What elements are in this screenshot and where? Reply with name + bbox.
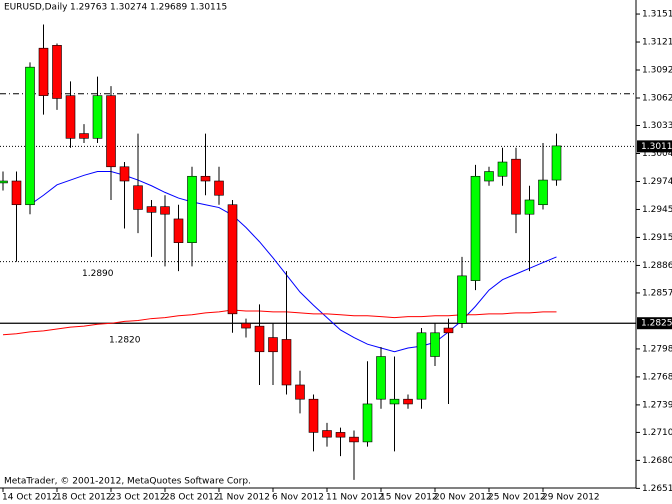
candle-body xyxy=(52,45,62,99)
candle-body xyxy=(92,95,103,139)
candle-body xyxy=(470,175,481,281)
candle-body xyxy=(11,180,22,206)
level-label: 1.2890 xyxy=(82,269,114,279)
y-tick-label: 1.29155 xyxy=(642,233,672,243)
x-tick-label: 28 Oct 2012 xyxy=(164,493,220,503)
x-tick-label: 20 Nov 2012 xyxy=(434,493,492,503)
y-tick-label: 1.31215 xyxy=(642,38,672,48)
x-tick-label: 25 Nov 2012 xyxy=(488,493,546,503)
candle-body xyxy=(416,332,427,400)
price-mark-box xyxy=(637,317,672,330)
candle-body xyxy=(484,171,494,182)
y-tick-label: 1.29745 xyxy=(642,177,672,187)
candle-body xyxy=(268,337,278,353)
header-value: 1.29689 xyxy=(150,3,187,13)
y-tick-label: 1.28570 xyxy=(642,288,672,298)
candle-body xyxy=(322,430,332,438)
candle-body xyxy=(227,204,238,315)
candle-body xyxy=(376,356,386,400)
header-value: 1.30274 xyxy=(110,3,147,13)
candle-body xyxy=(38,47,49,96)
x-tick-label: 29 Nov 2012 xyxy=(542,493,600,503)
y-tick-label: 1.29450 xyxy=(642,205,672,215)
candle-body xyxy=(241,323,251,329)
y-tick-label: 1.30335 xyxy=(642,121,672,131)
y-tick-label: 1.31510 xyxy=(642,10,672,20)
candle-body xyxy=(295,384,305,400)
header-value: 1.30115 xyxy=(190,3,227,13)
candle-body xyxy=(25,66,35,206)
x-tick-label: 15 Nov 2012 xyxy=(380,493,438,503)
candle-body xyxy=(538,179,548,206)
y-tick-label: 1.27390 xyxy=(642,400,672,410)
candle-body xyxy=(173,218,184,243)
candle-body xyxy=(65,95,76,139)
candle-body xyxy=(119,166,130,182)
candle-body xyxy=(430,332,440,357)
footer: MetaTrader, © 2001-2012, MetaQuotes Soft… xyxy=(4,477,251,487)
candle-body xyxy=(214,180,224,196)
candle-body xyxy=(362,403,373,443)
header-values: 1.29763 1.30274 1.29689 1.30115 xyxy=(70,3,227,13)
chart-title: EURUSD,Daily xyxy=(4,3,68,13)
y-tick-label: 1.26805 xyxy=(642,456,672,466)
y-tick-label: 1.26510 xyxy=(642,484,672,494)
y-tick-label: 1.28860 xyxy=(642,261,672,271)
x-tick-label: 1 Nov 2012 xyxy=(218,493,270,503)
candle-body xyxy=(133,185,143,210)
candle-body xyxy=(403,398,413,405)
price-mark-label: 1.28251 xyxy=(641,319,672,329)
candle-body xyxy=(160,206,170,215)
price-mark-label: 1.30115 xyxy=(641,142,672,152)
candle-body xyxy=(254,325,265,353)
x-tick-label: 14 Oct 2012 xyxy=(2,493,58,503)
moving-average xyxy=(29,171,557,353)
candle-body xyxy=(281,339,292,386)
candle-body xyxy=(389,398,400,405)
y-tick-label: 1.27685 xyxy=(642,372,672,382)
candle-body xyxy=(511,158,521,215)
candle-body xyxy=(187,175,197,243)
y-tick-label: 1.30040 xyxy=(642,149,672,159)
x-tick-label: 18 Oct 2012 xyxy=(56,493,112,503)
level-label: 1.2820 xyxy=(109,336,141,346)
header-value: 1.29763 xyxy=(70,3,107,13)
y-tick-label: 1.30920 xyxy=(642,66,672,76)
candle-body xyxy=(457,275,467,324)
candle-body xyxy=(443,327,454,334)
candle-body xyxy=(0,180,8,184)
candle-body xyxy=(349,436,359,443)
candle-body xyxy=(79,133,89,139)
candle-body xyxy=(106,95,116,168)
candle-body xyxy=(524,199,535,215)
candle-body xyxy=(551,145,562,181)
candle-body xyxy=(146,206,157,213)
y-tick-label: 1.30625 xyxy=(642,93,672,103)
y-tick-label: 1.27980 xyxy=(642,344,672,354)
x-tick-label: 23 Oct 2012 xyxy=(110,493,166,503)
y-tick-label: 1.27100 xyxy=(642,428,672,438)
price-mark-box xyxy=(637,140,672,153)
candle-body xyxy=(308,398,319,433)
x-tick-label: 6 Nov 2012 xyxy=(272,493,324,503)
candle-body xyxy=(200,175,211,182)
candle-body xyxy=(497,161,508,177)
x-tick-label: 11 Nov 2012 xyxy=(326,493,384,503)
candle-body xyxy=(335,432,346,438)
